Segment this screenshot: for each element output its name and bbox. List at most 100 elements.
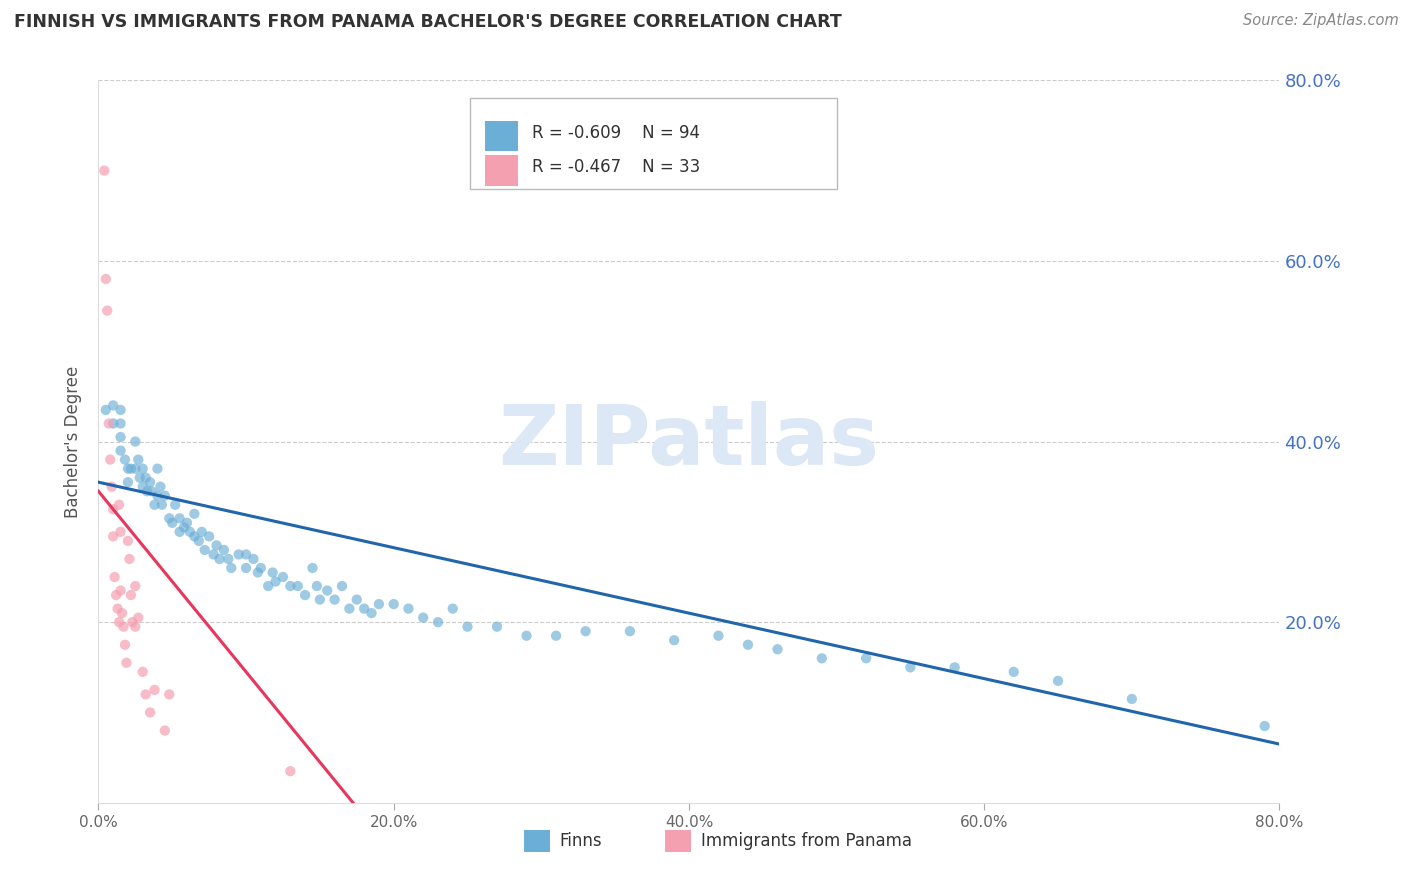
Point	[1002, 665, 1025, 679]
Point	[173, 520, 195, 534]
Point	[360, 606, 382, 620]
Point	[179, 524, 201, 539]
Point	[110, 430, 132, 444]
Point	[294, 588, 316, 602]
Point	[457, 620, 479, 634]
Point	[339, 601, 361, 615]
Point	[212, 542, 235, 557]
Point	[118, 552, 141, 566]
Point	[546, 629, 568, 643]
Point	[132, 480, 155, 494]
Point	[124, 434, 146, 449]
Point	[221, 561, 243, 575]
Point	[136, 484, 159, 499]
Point	[287, 579, 309, 593]
Text: R = -0.467    N = 33: R = -0.467 N = 33	[531, 158, 700, 176]
Point	[114, 638, 136, 652]
Point	[737, 638, 759, 652]
Point	[165, 498, 187, 512]
Point	[486, 620, 509, 634]
Point	[575, 624, 598, 639]
Point	[707, 629, 730, 643]
FancyBboxPatch shape	[665, 830, 692, 852]
Point	[120, 461, 142, 475]
Point	[146, 489, 169, 503]
Point	[183, 529, 205, 543]
Point	[246, 566, 269, 580]
Point	[810, 651, 832, 665]
Point	[103, 502, 125, 516]
Point	[943, 660, 966, 674]
Point	[115, 656, 138, 670]
Point	[132, 665, 155, 679]
Point	[110, 443, 132, 458]
FancyBboxPatch shape	[523, 830, 550, 852]
Point	[183, 507, 205, 521]
Point	[619, 624, 641, 639]
Point	[1121, 692, 1143, 706]
Point	[108, 498, 131, 512]
Point	[323, 592, 346, 607]
Point	[330, 579, 353, 593]
Text: FINNISH VS IMMIGRANTS FROM PANAMA BACHELOR'S DEGREE CORRELATION CHART: FINNISH VS IMMIGRANTS FROM PANAMA BACHEL…	[14, 13, 842, 31]
Point	[235, 548, 257, 562]
Point	[149, 480, 172, 494]
Point	[412, 610, 434, 624]
Point	[309, 592, 332, 607]
Point	[124, 620, 146, 634]
Point	[139, 706, 162, 720]
Point	[1046, 673, 1070, 688]
Y-axis label: Bachelor's Degree: Bachelor's Degree	[65, 366, 83, 517]
Point	[117, 475, 139, 490]
Point	[124, 579, 146, 593]
Point	[117, 533, 139, 548]
Point	[242, 552, 264, 566]
Point	[187, 533, 209, 548]
Point	[202, 548, 225, 562]
Point	[301, 561, 323, 575]
Point	[150, 498, 173, 512]
Point	[111, 606, 134, 620]
Point	[97, 417, 120, 431]
Point	[766, 642, 789, 657]
Point	[427, 615, 450, 630]
Point	[169, 524, 191, 539]
Text: R = -0.609    N = 94: R = -0.609 N = 94	[531, 124, 700, 142]
Point	[128, 471, 150, 485]
Point	[353, 601, 375, 615]
Point	[516, 629, 538, 643]
Point	[139, 475, 162, 490]
Point	[157, 511, 180, 525]
Point	[143, 498, 166, 512]
FancyBboxPatch shape	[471, 98, 837, 189]
Point	[176, 516, 198, 530]
Point	[208, 552, 231, 566]
Point	[96, 303, 118, 318]
Point	[228, 548, 250, 562]
Point	[262, 566, 284, 580]
Point	[127, 610, 149, 624]
Point	[250, 561, 273, 575]
Point	[153, 489, 176, 503]
Point	[305, 579, 328, 593]
Point	[94, 403, 117, 417]
Point	[135, 687, 157, 701]
Point	[368, 597, 391, 611]
Point	[205, 538, 228, 552]
Point	[103, 529, 125, 543]
Point	[103, 417, 125, 431]
Point	[135, 471, 157, 485]
Point	[112, 620, 135, 634]
Point	[382, 597, 405, 611]
Point	[110, 403, 132, 417]
Point	[198, 529, 221, 543]
Point	[104, 570, 127, 584]
Point	[124, 461, 146, 475]
Point	[114, 452, 136, 467]
Point	[316, 583, 339, 598]
Point	[271, 570, 294, 584]
FancyBboxPatch shape	[485, 121, 517, 152]
Point	[264, 574, 287, 589]
Point	[108, 615, 131, 630]
Point	[127, 452, 149, 467]
